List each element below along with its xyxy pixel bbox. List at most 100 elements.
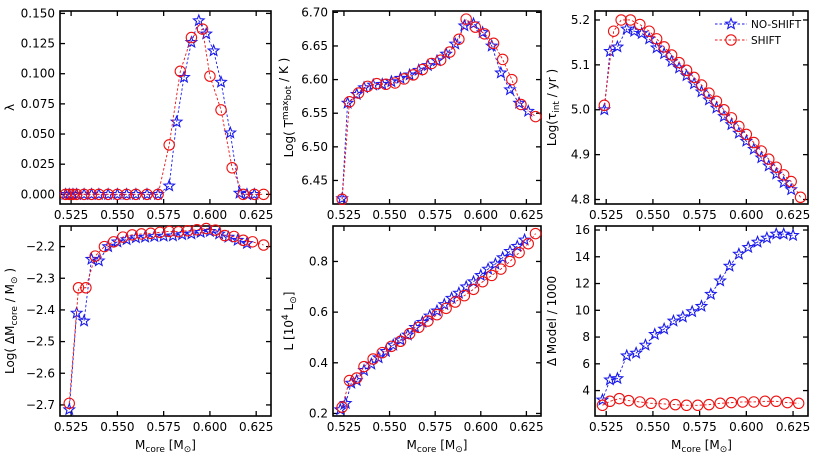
shift-point bbox=[246, 236, 259, 248]
no-shift-point bbox=[375, 77, 390, 91]
shift-point bbox=[385, 340, 398, 353]
x-axis-label: Mcore [M⊙] bbox=[671, 438, 732, 455]
no-shift-point bbox=[722, 259, 737, 272]
no-shift-point bbox=[62, 402, 77, 416]
shift-point bbox=[215, 104, 227, 116]
shift-point bbox=[759, 395, 771, 408]
shift-point bbox=[748, 396, 760, 408]
no-shift-point bbox=[638, 337, 653, 351]
shift-point bbox=[98, 240, 111, 253]
shift-point bbox=[785, 175, 797, 188]
series-line-shift bbox=[341, 233, 536, 408]
shift-point bbox=[152, 188, 164, 201]
y-tick-label: 6.55 bbox=[301, 106, 328, 120]
no-shift-point bbox=[494, 65, 508, 79]
shift-point bbox=[126, 229, 138, 241]
shift-point bbox=[596, 399, 609, 412]
x-tick-label: 0.575 bbox=[682, 420, 716, 434]
no-shift-point bbox=[448, 36, 463, 50]
shift-point bbox=[615, 14, 627, 26]
y-tick-label: 4.8 bbox=[571, 193, 590, 207]
shift-point bbox=[650, 33, 663, 45]
shift-point bbox=[144, 227, 157, 240]
shift-point bbox=[513, 246, 525, 259]
shift-point bbox=[371, 77, 383, 90]
shift-point bbox=[111, 188, 124, 201]
shift-point bbox=[403, 327, 416, 340]
shift-point bbox=[102, 188, 114, 201]
no-shift-point bbox=[642, 31, 656, 45]
shift-point bbox=[70, 188, 83, 201]
no-shift-point bbox=[702, 92, 716, 106]
shift-point bbox=[185, 31, 198, 44]
no-shift-point bbox=[110, 234, 125, 248]
shift-point bbox=[209, 224, 222, 236]
shift-point bbox=[453, 33, 465, 45]
series-line-shift bbox=[65, 28, 264, 195]
x-tick-label: 0.600 bbox=[729, 208, 763, 222]
shift-point bbox=[718, 103, 730, 116]
no-shift-point bbox=[694, 299, 709, 313]
series-line-no-shift bbox=[603, 28, 792, 190]
shift-point bbox=[117, 231, 129, 243]
shift-point bbox=[613, 392, 626, 405]
shift-point bbox=[93, 188, 105, 201]
shift-point bbox=[107, 236, 120, 248]
shift-point bbox=[458, 289, 471, 302]
shift-point bbox=[643, 25, 655, 37]
shift-point bbox=[529, 227, 542, 240]
shift-point bbox=[680, 399, 693, 412]
shift-point bbox=[792, 397, 805, 410]
shift-point bbox=[163, 225, 175, 238]
no-shift-point bbox=[769, 166, 784, 180]
shift-point bbox=[440, 302, 452, 315]
shift-point bbox=[78, 188, 90, 201]
no-shift-point bbox=[512, 96, 526, 109]
no-shift-point bbox=[340, 96, 355, 109]
x-tick-label: 0.550 bbox=[372, 208, 406, 222]
shift-point bbox=[748, 136, 760, 149]
shift-point bbox=[257, 188, 270, 201]
shift-point bbox=[504, 255, 516, 268]
no-shift-point bbox=[140, 187, 154, 201]
no-shift-point bbox=[648, 327, 662, 341]
y-tick-label: 5.0 bbox=[571, 103, 590, 117]
legend-label-shift: SHIFT bbox=[751, 35, 782, 47]
x-tick-label: 0.625 bbox=[509, 420, 543, 434]
shift-point bbox=[794, 191, 807, 204]
x-tick-label: 0.550 bbox=[636, 208, 670, 222]
y-tick-label: −2.5 bbox=[26, 335, 55, 349]
shift-point bbox=[237, 234, 249, 247]
no-shift-point bbox=[713, 273, 727, 287]
no-shift-point bbox=[192, 13, 206, 27]
shift-point bbox=[63, 397, 76, 410]
no-shift-point bbox=[776, 175, 791, 189]
x-tick-label: 0.625 bbox=[776, 420, 810, 434]
y-tick-label: 6.45 bbox=[301, 173, 328, 187]
y-tick-label: 0.000 bbox=[21, 187, 55, 201]
shift-point bbox=[141, 188, 153, 201]
shift-point bbox=[469, 21, 482, 33]
shift-point bbox=[336, 401, 348, 413]
shift-point bbox=[467, 283, 480, 296]
shift-point bbox=[120, 188, 133, 201]
x-tick-label: 0.550 bbox=[100, 420, 134, 434]
shift-point bbox=[485, 269, 498, 282]
panel-top-right: 0.525 0.550 0.575 0.600 0.625 4.8 4.9 5.0 5.1 5.2… bbox=[545, 10, 810, 222]
shift-point bbox=[522, 237, 534, 250]
shift-point bbox=[680, 64, 693, 77]
axes-frame bbox=[59, 225, 272, 417]
no-shift-point bbox=[629, 345, 643, 359]
no-shift-point bbox=[199, 26, 214, 40]
x-tick-label: 0.525 bbox=[327, 420, 361, 434]
shift-point bbox=[154, 226, 166, 239]
shift-point bbox=[416, 63, 429, 76]
no-shift-point bbox=[206, 43, 221, 57]
x-tick-label: 0.525 bbox=[327, 208, 361, 222]
no-shift-point bbox=[747, 142, 761, 156]
y-tick-label: −2.7 bbox=[26, 398, 55, 412]
x-tick-label: 0.575 bbox=[418, 420, 452, 434]
y-tick-label: 12 bbox=[575, 277, 590, 291]
no-shift-point bbox=[750, 234, 765, 248]
